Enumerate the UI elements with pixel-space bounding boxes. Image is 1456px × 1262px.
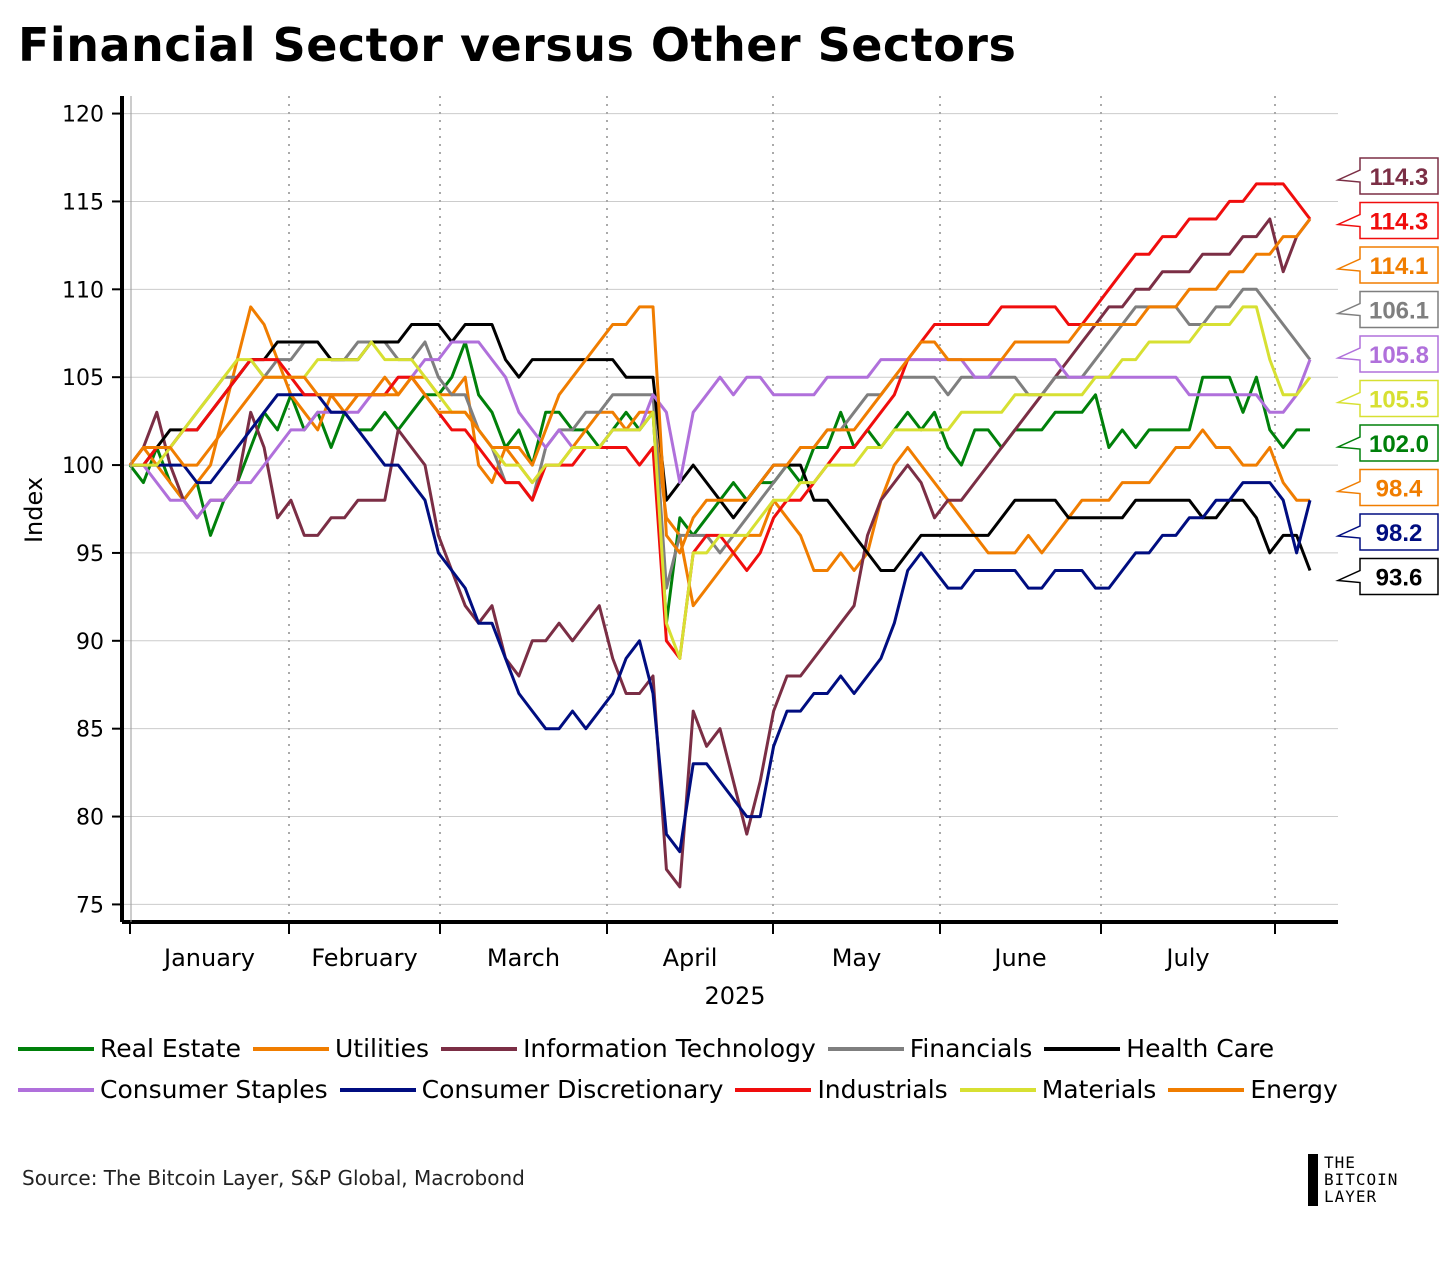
legend-swatch [18, 1087, 94, 1092]
legend-swatch [339, 1087, 416, 1092]
legend-item-consumer-discretionary: Consumer Discretionary [339, 1075, 724, 1104]
end-label-box [1335, 335, 1439, 373]
end-label-value: 98.2 [1376, 520, 1423, 547]
end-label-box [1335, 246, 1439, 284]
legend-swatch [827, 1046, 904, 1051]
legend-item-energy: Energy [1168, 1075, 1338, 1104]
legend-label: Real Estate [100, 1034, 241, 1063]
legend-label: Information Technology [523, 1034, 816, 1063]
series-line-consumer-staples [130, 340, 1312, 520]
legend-item-industrials: Industrials [735, 1075, 948, 1104]
x-tick-label: May [832, 944, 882, 972]
legend-swatch [441, 1046, 518, 1051]
legend-item-materials: Materials [959, 1075, 1157, 1104]
series-line-materials [130, 305, 1312, 660]
y-tick-label: 110 [62, 278, 104, 303]
end-label-value: 106.1 [1369, 298, 1429, 325]
logo-text: THE BITCOIN LAYER [1324, 1154, 1398, 1206]
end-label-box [1335, 557, 1439, 596]
legend-label: Consumer Staples [100, 1075, 328, 1104]
legend-item-real-estate: Real Estate [18, 1034, 241, 1063]
y-tick-label: 80 [76, 806, 104, 831]
y-axis-label: Index [20, 477, 48, 543]
legend-item-health-care: Health Care [1044, 1034, 1274, 1063]
x-axis-label: 2025 [704, 982, 765, 1010]
y-tick-label: 95 [76, 542, 104, 567]
end-label-box [1335, 157, 1439, 195]
end-label-value: 98.4 [1376, 476, 1423, 503]
legend-swatch [735, 1087, 812, 1092]
series-line-information-technology [128, 217, 1312, 889]
legend-swatch [18, 1046, 94, 1051]
legend-item-consumer-staples: Consumer Staples [18, 1075, 328, 1104]
end-label-value: 93.6 [1376, 565, 1423, 592]
source-note: Source: The Bitcoin Layer, S&P Global, M… [22, 1166, 525, 1190]
y-tick-label: 100 [62, 454, 104, 479]
logo-bar [1308, 1154, 1318, 1206]
legend-label: Health Care [1126, 1034, 1275, 1063]
y-tick-label: 85 [76, 718, 104, 743]
end-label-value: 105.8 [1369, 342, 1429, 369]
legend-row-1: Real Estate Utilities Information Techno… [18, 1028, 1438, 1069]
chart-title: Financial Sector versus Other Sectors [18, 18, 1017, 72]
legend-label: Industrials [817, 1075, 948, 1104]
x-tick-label: March [487, 944, 560, 972]
end-labels: 114.3 114.3 114.1 106.1 105.8 105.5 102.0 98.4 9… [1335, 157, 1439, 596]
legend-item-utilities: Utilities [252, 1034, 430, 1063]
series-line-utilities [128, 305, 1310, 608]
series-line-health-care [130, 323, 1312, 572]
x-tick-label: April [663, 944, 718, 972]
series-line-industrials [130, 182, 1312, 660]
y-tick-label: 75 [76, 893, 104, 918]
legend-item-information-technology: Information Technology [441, 1034, 816, 1063]
logo-line: THE [1324, 1153, 1356, 1172]
legend: Real Estate Utilities Information Techno… [18, 1028, 1438, 1110]
series-line-energy [128, 218, 1312, 555]
bitcoin-layer-logo: THE BITCOIN LAYER [1308, 1154, 1398, 1206]
y-axis-ticks: 75 80 85 90 95 100 105 110 115 120 [62, 103, 122, 918]
y-tick-label: 105 [62, 366, 104, 391]
x-axis-ticks: January February March April May June July [129, 922, 1276, 972]
end-label-box [1335, 201, 1439, 240]
series-line-consumer-discretionary [130, 393, 1312, 854]
x-tick-label: January [162, 944, 255, 972]
x-tick-label: February [311, 944, 417, 972]
legend-swatch [1044, 1046, 1121, 1051]
logo-line: LAYER [1324, 1187, 1378, 1206]
legend-label: Materials [1041, 1075, 1157, 1104]
x-tick-label: June [992, 944, 1046, 972]
legend-label: Energy [1250, 1075, 1338, 1104]
end-label-value: 105.5 [1369, 387, 1429, 414]
legend-item-financials: Financials [827, 1034, 1033, 1063]
legend-label: Financials [909, 1034, 1033, 1063]
end-label-box [1335, 424, 1439, 462]
x-tick-label: July [1164, 944, 1209, 972]
end-label-box [1335, 468, 1439, 507]
end-label-box [1335, 290, 1439, 329]
end-label-box [1335, 513, 1439, 551]
legend-swatch [252, 1046, 329, 1051]
logo-line: BITCOIN [1324, 1170, 1399, 1189]
legend-label: Consumer Discretionary [421, 1075, 724, 1104]
end-label-value: 102.0 [1369, 431, 1429, 458]
legend-swatch [959, 1087, 1036, 1092]
legend-label: Utilities [334, 1034, 430, 1063]
series-line-financials [130, 287, 1312, 590]
gridlines [122, 113, 1338, 905]
series-lines [128, 182, 1312, 889]
legend-swatch [1168, 1087, 1245, 1092]
end-label-value: 114.1 [1370, 253, 1429, 280]
axes [120, 96, 1338, 924]
end-label-value: 114.3 [1370, 164, 1429, 191]
legend-row-2: Consumer Staples Consumer Discretionary … [18, 1069, 1438, 1110]
y-tick-label: 90 [76, 630, 104, 655]
month-separators [288, 96, 1276, 922]
end-label-value: 114.3 [1370, 209, 1429, 236]
end-label-box [1335, 379, 1439, 418]
y-tick-label: 120 [62, 103, 104, 128]
y-tick-label: 115 [62, 190, 104, 215]
